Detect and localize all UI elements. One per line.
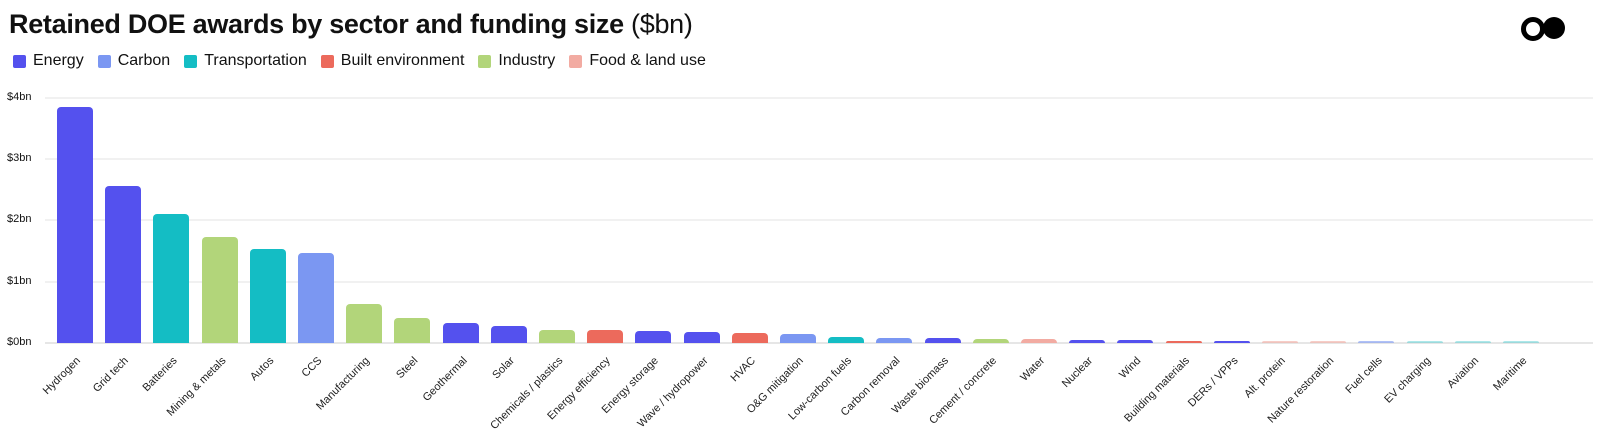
gridline — [45, 158, 1593, 161]
y-axis-tick-label: $4bn — [7, 90, 32, 103]
x-axis-tick-label: EV charging — [1381, 354, 1433, 406]
x-axis-tick-label: Hydrogen — [40, 354, 83, 397]
logo-dot-icon — [1543, 17, 1565, 39]
chart-title-unit: ($bn) — [631, 9, 693, 39]
legend-swatch-icon — [97, 54, 111, 68]
legend-swatch-icon — [320, 54, 334, 68]
legend-item-built-environment[interactable]: Built environment — [320, 52, 465, 70]
legend-item-industry[interactable]: Industry — [478, 52, 555, 70]
x-axis-tick-label: Fuel cells — [1343, 354, 1386, 397]
x-axis-tick-label: HVAC — [728, 354, 758, 385]
bar-manufacturing[interactable] — [346, 303, 383, 343]
bar-hydrogen[interactable] — [57, 106, 93, 343]
legend-item-carbon[interactable]: Carbon — [97, 52, 171, 70]
y-axis-tick-label: $1bn — [7, 274, 32, 287]
bar-cement-concrete[interactable] — [972, 338, 1009, 343]
y-axis-tick-label: $2bn — [7, 213, 32, 226]
chart-legend: Energy Carbon Transportation Built environm… — [13, 52, 720, 70]
x-axis-tick-label: Wind — [1117, 354, 1144, 381]
bar-low-carbon-fuels[interactable] — [828, 336, 865, 343]
gridline — [45, 280, 1593, 283]
legend-label: Carbon — [117, 52, 171, 69]
x-axis-tick-label: Nuclear — [1060, 354, 1096, 391]
bar-waste-biomass[interactable] — [924, 338, 961, 343]
chart-title-main: Retained DOE awards by sector and fundin… — [9, 9, 624, 39]
bar-energy-storage[interactable] — [635, 330, 672, 343]
x-axis-tick-label: Alt. protein — [1242, 354, 1288, 401]
bar-chemicals-plastics[interactable] — [539, 330, 575, 343]
bar-building-materials[interactable] — [1165, 341, 1202, 343]
bar-energy-efficiency[interactable] — [587, 330, 624, 343]
bar-autos[interactable] — [249, 249, 286, 343]
legend-label: Industry — [498, 52, 556, 69]
bar-water[interactable] — [1021, 338, 1057, 343]
x-axis-tick-label: CCS — [299, 354, 325, 380]
legend-label: Built environment — [340, 52, 465, 69]
bar-geothermal[interactable] — [442, 322, 479, 343]
x-axis-baseline — [45, 342, 1593, 344]
bar-carbon-removal[interactable] — [876, 338, 913, 343]
bar-grid-tech[interactable] — [105, 186, 142, 343]
legend-swatch-icon — [569, 54, 583, 68]
legend-label: Food & land use — [589, 52, 706, 69]
legend-label: Energy — [33, 52, 84, 69]
bar-batteries[interactable] — [153, 214, 190, 343]
x-axis-tick-label: Batteries — [140, 354, 181, 394]
x-axis-tick-label: Steel — [394, 354, 421, 381]
x-axis-tick-label: Water — [1018, 354, 1048, 384]
bar-ccs[interactable] — [298, 252, 334, 343]
bar-nature-restoration[interactable] — [1310, 341, 1347, 343]
logo-ring-icon — [1521, 17, 1545, 41]
bar-ders-vpps[interactable] — [1213, 341, 1250, 343]
bar-o-g-mitigation[interactable] — [780, 334, 816, 343]
two-circles-logo-icon — [1521, 17, 1567, 41]
bar-aviation[interactable] — [1454, 341, 1491, 343]
legend-item-transportation[interactable]: Transportation — [184, 52, 307, 70]
x-axis-tick-label: Autos — [247, 354, 277, 384]
legend-swatch-icon — [478, 54, 492, 68]
gridline — [45, 219, 1593, 222]
bar-maritime[interactable] — [1503, 341, 1539, 343]
legend-item-energy[interactable]: Energy — [13, 52, 84, 70]
bar-steel[interactable] — [394, 317, 431, 343]
x-axis-tick-label: Geothermal — [420, 354, 470, 404]
bar-mining-metals[interactable] — [201, 236, 238, 343]
bar-wind[interactable] — [1117, 339, 1154, 343]
bar-solar[interactable] — [490, 325, 527, 343]
bar-ev-charging[interactable] — [1406, 341, 1443, 343]
bar-nuclear[interactable] — [1069, 339, 1106, 343]
bar-wave-hydropower[interactable] — [683, 331, 720, 343]
bar-fuel-cells[interactable] — [1358, 341, 1395, 343]
x-axis-tick-label: Aviation — [1444, 354, 1481, 391]
y-axis-tick-label: $3bn — [7, 152, 32, 165]
x-axis-tick-label: Maritime — [1491, 354, 1530, 394]
chart-title: Retained DOE awards by sector and fundin… — [9, 9, 693, 40]
legend-label: Transportation — [204, 52, 307, 69]
x-axis-tick-label: Solar — [490, 354, 517, 382]
y-axis-tick-label: $0bn — [7, 336, 32, 348]
x-axis-tick-label: Grid tech — [91, 354, 132, 395]
legend-swatch-icon — [184, 54, 198, 68]
legend-item-food-land-use[interactable]: Food & land use — [569, 52, 706, 70]
gridline — [45, 96, 1593, 99]
legend-swatch-icon — [13, 54, 26, 68]
x-axis-tick-label: DERs / VPPs — [1185, 354, 1241, 410]
bar-alt-protein[interactable] — [1262, 341, 1298, 343]
bar-hvac[interactable] — [731, 333, 768, 343]
